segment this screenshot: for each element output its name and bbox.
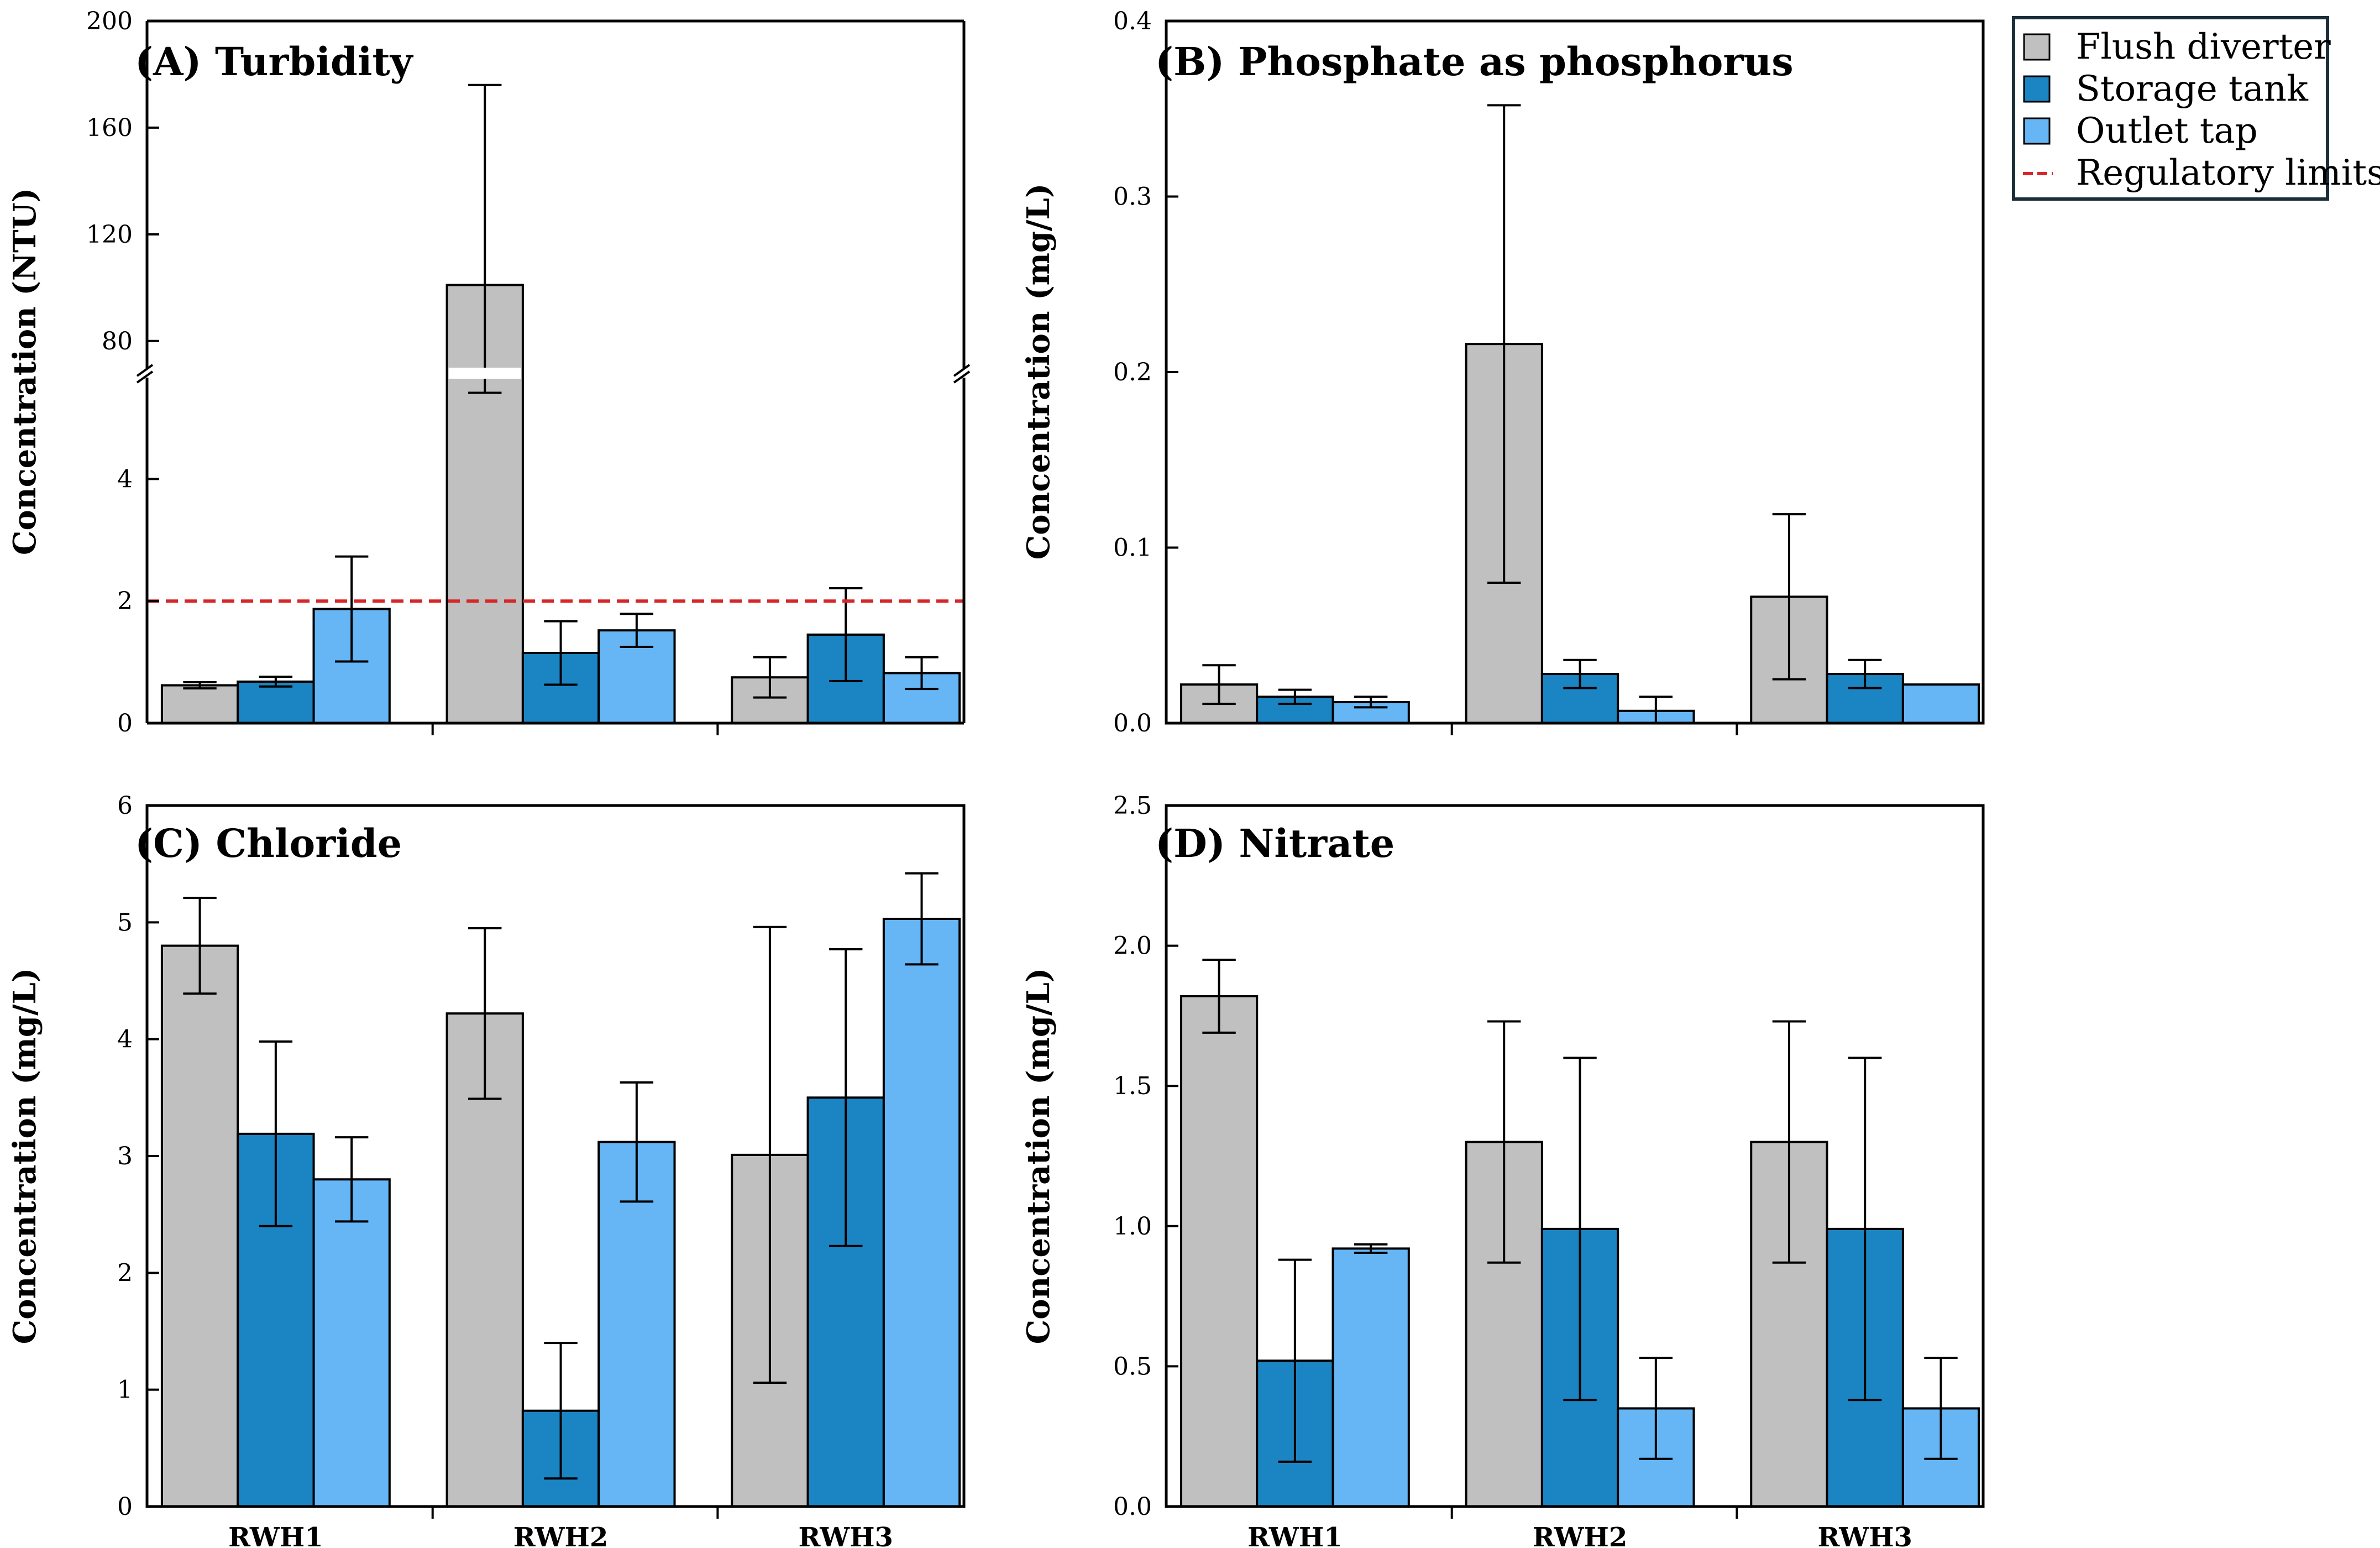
panel-d-frame [1165,804,1985,1508]
panel-b-title: (B) Phosphate as phosphorus [1155,39,1794,85]
panel-a-title: (A) Turbidity [135,39,414,85]
bar-c-rwh3-s3 [882,917,961,1508]
panel-c-title: (C) Chloride [135,820,402,866]
y-tick-label-b: 0.0 [1113,709,1152,738]
x-category-label-rwh3: RWH3 [1817,1522,1912,1548]
panel-c-chloride: (C) Chloride Concentration (mg/L) 0 1 2 3 4 5… [7,792,966,1548]
legend-swatch-outlet-tap [2023,117,2051,145]
panel-a-frame [145,19,966,725]
bar-c-rwh1-s1 [160,944,239,1508]
y-tick-label-d: 1.5 [1113,1072,1152,1100]
y-tick-label-c: 6 [117,792,133,820]
y-tick-label-d: 2.5 [1113,792,1152,820]
panel-d-bars [1179,958,1980,1508]
y-tick-label-c: 2 [117,1259,133,1287]
y-tick-label-a: 0 [117,709,133,738]
y-tick-label-d: 0.0 [1113,1493,1152,1521]
legend-frame [2012,16,2329,201]
axis-break-slash [136,364,154,377]
bar-c-rwh1-s3 [312,1178,391,1508]
y-tick-label-b: 0.1 [1113,534,1152,562]
y-tick-label-c: 1 [117,1376,133,1404]
bar-a-rwh1-s1 [160,684,239,724]
y-tick-label-a: 80 [102,327,133,355]
y-tick-label-c: 3 [117,1142,133,1170]
bar-a-rwh1-s2 [237,680,315,724]
axis-break-slash [953,370,971,384]
axis-break-gap [136,369,158,377]
axis-break-slash [953,364,971,377]
x-category-label-rwh1: RWH1 [228,1522,323,1548]
y-tick-label-a: 200 [86,7,133,35]
x-category-label-rwh2: RWH2 [513,1522,609,1548]
panel-d-title: (D) Nitrate [1155,820,1395,866]
panel-d-nitrate: (D) Nitrate Concentration (mg/L) 0.0 0.5 1… [1020,792,1985,1548]
y-tick-label-c: 4 [117,1026,133,1054]
bar-d-rwh1-s1 [1179,995,1259,1508]
legend-label-storage-tank: Storage tank [2076,69,2309,109]
x-category-label-rwh2: RWH2 [1533,1522,1628,1548]
y-tick-label-d: 1.0 [1113,1212,1152,1241]
panel-a-y-axis-label: Concentration (NTU) [7,188,43,555]
x-category-label-rwh3: RWH3 [798,1522,893,1548]
y-tick-label-d: 2.0 [1113,932,1152,960]
legend-swatch-storage-tank [2023,75,2051,103]
panel-a-bars [160,83,961,725]
y-tick-label-c: 0 [117,1493,133,1521]
bar-c-rwh2-s3 [597,1141,676,1508]
legend-label-outlet-tap: Outlet tap [2076,111,2258,151]
panel-c-y-axis-label: Concentration (mg/L) [7,968,43,1345]
y-tick-label-a: 4 [117,465,133,493]
legend-label-flush-diverter: Flush diverter [2076,27,2331,67]
axis-break-marker [136,364,975,384]
x-category-label-rwh1: RWH1 [1247,1522,1343,1548]
bar-b-rwh3-s3 [1901,683,1980,725]
y-tick-label-a: 2 [117,587,133,615]
panel-b-bars [1179,104,1980,725]
legend-swatch-flush-diverter [2023,33,2051,61]
bar-d-rwh1-s3 [1331,1247,1410,1508]
bar-break-gap [448,368,521,379]
panel-d-y-axis-label: Concentration (mg/L) [1020,968,1057,1345]
axis-break-gap [953,369,975,377]
legend-label-regulatory-limits: Regulatory limits [2076,153,2380,194]
y-tick-label-c: 5 [117,908,133,937]
y-tick-label-b: 0.4 [1113,7,1152,35]
y-tick-label-b: 0.2 [1113,358,1152,386]
y-tick-label-b: 0.3 [1113,183,1152,211]
legend: Flush diverter Storage tank Outlet tap R… [2012,16,2380,201]
y-tick-label-a: 160 [86,114,133,142]
panel-b-y-axis-label: Concentration (mg/L) [1020,184,1057,560]
y-tick-label-a: 120 [86,221,133,249]
axis-break-slash [136,370,154,384]
panel-b-phosphate: (B) Phosphate as phosphorus Concentratio… [1020,7,1985,738]
panel-a-turbidity: (A) Turbidity Concentration (NTU) 0 2 4 80 1… [7,7,975,738]
panel-c-bars [160,872,961,1508]
y-tick-label-d: 0.5 [1113,1352,1152,1380]
